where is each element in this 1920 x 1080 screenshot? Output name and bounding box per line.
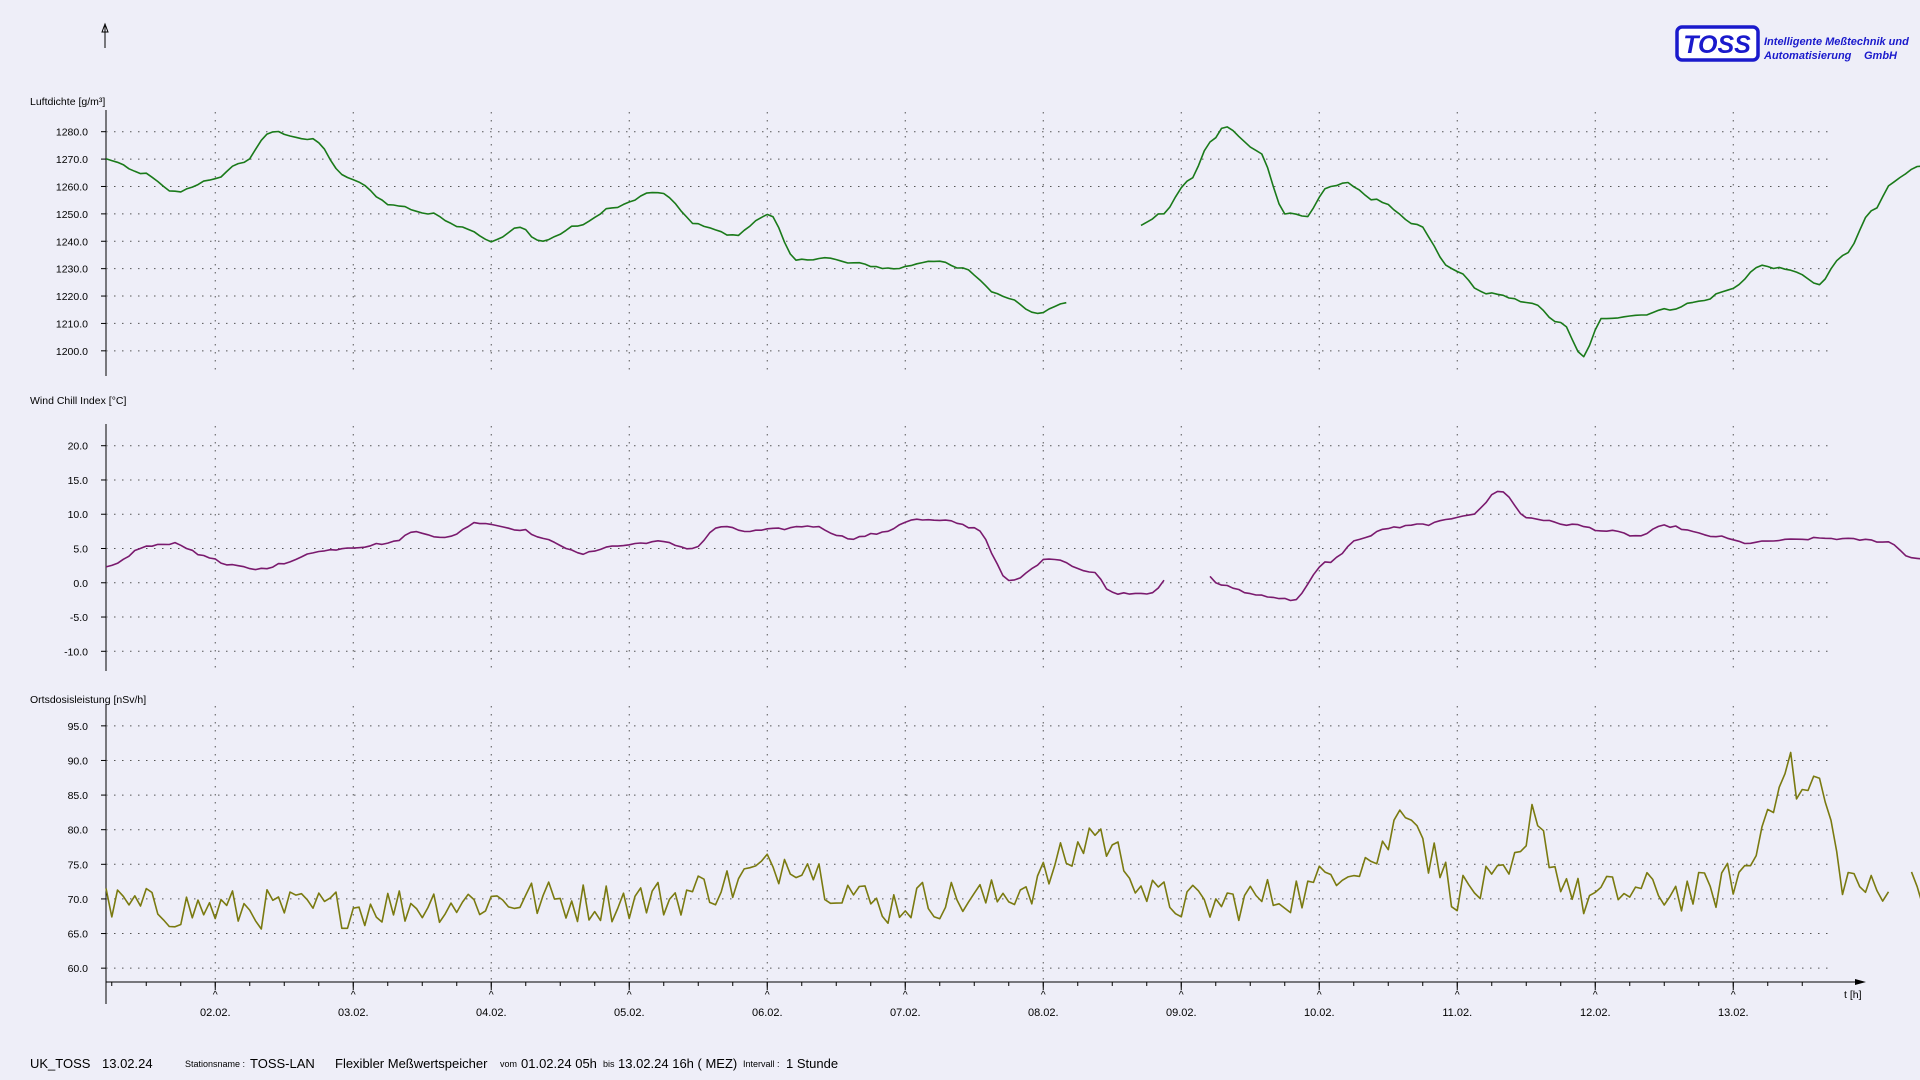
y-tick-label: 90.0 (68, 755, 89, 767)
x-axis: ^ 02.02. ^ 03.02. ^ 04.02. ^ 05.02. ^ 06.02. ^ 07.0… (105, 979, 1866, 1019)
y-tick-label: 1240.0 (56, 236, 88, 248)
panel-title: Luftdichte [g/m³] (30, 96, 105, 108)
y-tick-label: 20.0 (68, 441, 89, 453)
x-tick-label: 08.02. (1028, 1007, 1059, 1019)
y-tick-label: 85.0 (68, 790, 89, 802)
panel-1: Luftdichte [g/m³] 1200.0 1210.0 1220.0 1230.… (30, 96, 1920, 376)
y-tick-label: 60.0 (68, 963, 89, 975)
x-tick-label: 13.02. (1718, 1007, 1749, 1019)
logo-line3: GmbH (1864, 50, 1898, 62)
series-line-1 (105, 130, 1067, 315)
x-tick-label: 10.02. (1304, 1007, 1335, 1019)
x-tick-caret: ^ (213, 989, 218, 1001)
y-tick-label: 5.0 (73, 544, 88, 556)
footer-date: 13.02.24 (102, 1056, 153, 1071)
y-tick-label: 65.0 (68, 929, 89, 941)
x-axis-label: t [h] (1844, 989, 1862, 1001)
y-tick-label: 1230.0 (56, 264, 88, 276)
logo-line2: Automatisierung (1763, 50, 1852, 62)
x-tick-caret: ^ (1593, 989, 1598, 1001)
x-tick-caret: ^ (627, 989, 632, 1001)
y-tick-label: 95.0 (68, 721, 89, 733)
panel-3: Ortsdosisleistung [nSv/h] 60.0 65.0 70.0 75.… (30, 694, 1920, 988)
panel-title: Wind Chill Index [°C] (30, 395, 126, 407)
y-tick-label: 1270.0 (56, 154, 88, 166)
y-tick-label: 10.0 (68, 509, 89, 521)
x-tick-label: 09.02. (1166, 1007, 1197, 1019)
x-tick-caret: ^ (1179, 989, 1184, 1001)
x-tick-caret: ^ (1731, 989, 1736, 1001)
y-tick-label: 75.0 (68, 859, 89, 871)
footer-bar: UK_TOSS 13.02.24 Stationsname : TOSS-LAN… (0, 1050, 1920, 1074)
y-tick-label: 15.0 (68, 475, 89, 487)
series-line-2 (1140, 126, 1920, 358)
x-tick-label: 05.02. (614, 1007, 645, 1019)
footer-from-label: vom (500, 1059, 518, 1069)
x-tick-caret: ^ (1455, 989, 1460, 1001)
x-tick-label: 06.02. (752, 1007, 783, 1019)
logo-line1: Intelligente Meßtechnik und (1764, 36, 1909, 48)
footer-station: TOSS-LAN (250, 1056, 315, 1071)
footer-interval: 1 Stunde (786, 1056, 839, 1071)
y-tick-label: -10.0 (64, 646, 88, 658)
x-tick-label: 11.02. (1442, 1007, 1472, 1019)
chart-panels: Luftdichte [g/m³] 1200.0 1210.0 1220.0 1230.… (30, 96, 1920, 988)
y-tick-label: 1220.0 (56, 291, 88, 303)
toss-logo: TOSS Intelligente Meßtechnik und Automat… (1675, 25, 1909, 62)
origin-arrow-icon (101, 22, 109, 48)
footer-to: 13.02.24 16h ( MEZ) (618, 1056, 738, 1071)
x-tick-label: 04.02. (476, 1007, 507, 1019)
x-tick-caret: ^ (903, 989, 908, 1001)
footer-from: 01.02.24 05h (521, 1056, 597, 1071)
footer-interval-label: Intervall : (743, 1059, 780, 1069)
x-tick-caret: ^ (1041, 989, 1046, 1001)
panel-title: Ortsdosisleistung [nSv/h] (30, 694, 146, 706)
series-line-2 (1910, 871, 1920, 900)
x-tick-caret: ^ (1317, 989, 1322, 1001)
series-line-1 (105, 751, 1890, 930)
footer-memory: Flexibler Meßwertspeicher (335, 1056, 488, 1071)
y-tick-label: 1200.0 (56, 346, 88, 358)
logo-mark: TOSS (1683, 31, 1751, 59)
y-tick-label: 80.0 (68, 825, 89, 837)
series-line-1 (105, 518, 1165, 595)
y-tick-label: 1260.0 (56, 181, 88, 193)
panel-2: Wind Chill Index [°C] -10.0 -5.0 0.0 5.0 10.0… (30, 395, 1920, 671)
x-axis-arrow-icon (1855, 979, 1866, 985)
footer-station-label: Stationsname : (185, 1059, 246, 1069)
footer-id: UK_TOSS (30, 1056, 91, 1071)
y-tick-label: 1210.0 (56, 318, 88, 330)
x-tick-caret: ^ (489, 989, 494, 1001)
x-tick-label: 07.02. (890, 1007, 921, 1019)
y-tick-label: 70.0 (68, 894, 89, 906)
x-tick-label: 12.02. (1580, 1007, 1611, 1019)
series-line-2 (1209, 490, 1920, 602)
footer-to-label: bis (603, 1059, 615, 1069)
x-tick-label: 03.02. (338, 1007, 369, 1019)
x-tick-caret: ^ (765, 989, 770, 1001)
y-tick-label: -5.0 (70, 612, 88, 624)
x-tick-label: 02.02. (200, 1007, 231, 1019)
y-tick-label: 1250.0 (56, 209, 88, 221)
y-tick-label: 1280.0 (56, 127, 88, 139)
y-tick-label: 0.0 (73, 578, 88, 590)
x-tick-caret: ^ (351, 989, 356, 1001)
